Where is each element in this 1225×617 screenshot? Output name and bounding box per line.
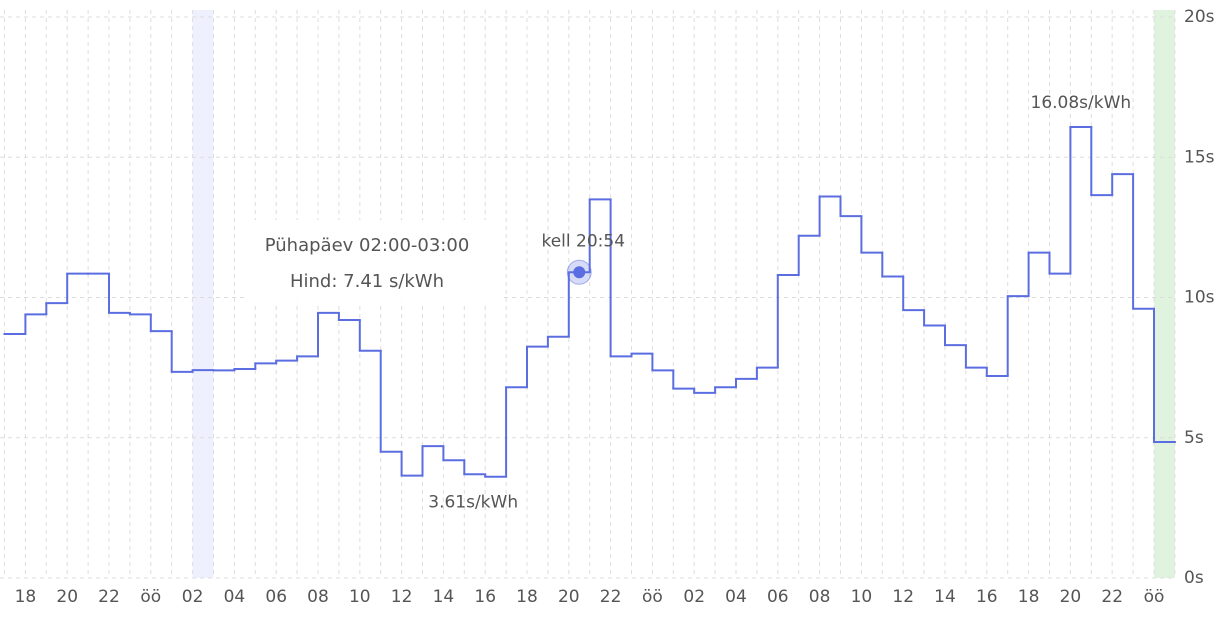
x-tick-label: 14 bbox=[433, 587, 455, 607]
x-tick-label: 18 bbox=[1018, 587, 1040, 607]
x-tick-label: 16 bbox=[474, 587, 496, 607]
x-tick-label: 06 bbox=[767, 587, 789, 607]
marker-label: kell 20:54 bbox=[541, 231, 625, 251]
y-tick-label: 15s bbox=[1184, 147, 1215, 167]
x-tick-label: 02 bbox=[683, 587, 705, 607]
x-tick-label: 08 bbox=[809, 587, 831, 607]
x-tick-label: 08 bbox=[307, 587, 329, 607]
hover-band bbox=[192, 10, 214, 578]
marker bbox=[573, 266, 586, 279]
tooltip-box bbox=[245, 220, 500, 302]
x-tick-label: 04 bbox=[224, 587, 246, 607]
x-tick-label: öö bbox=[140, 587, 161, 607]
x-tick-label: öö bbox=[642, 587, 663, 607]
x-tick-label: 20 bbox=[56, 587, 78, 607]
x-tick-label: 18 bbox=[516, 587, 538, 607]
x-tick-label: 20 bbox=[1060, 587, 1082, 607]
y-tick-label: 0s bbox=[1184, 568, 1204, 588]
y-tick-label: 20s bbox=[1184, 7, 1215, 27]
x-tick-label: 22 bbox=[1101, 587, 1123, 607]
x-tick-label: 12 bbox=[892, 587, 914, 607]
x-tick-label: 06 bbox=[265, 587, 287, 607]
x-tick-label: 02 bbox=[182, 587, 204, 607]
x-tick-label: 20 bbox=[558, 587, 580, 607]
x-tick-label: 10 bbox=[851, 587, 873, 607]
tooltip-title: Pühapäev 02:00-03:00 bbox=[265, 235, 470, 256]
max-label: 16.08s/kWh bbox=[1031, 93, 1132, 113]
x-tick-label: öö bbox=[1144, 587, 1165, 607]
min-label: 3.61s/kWh bbox=[428, 493, 518, 513]
x-tick-label: 10 bbox=[349, 587, 371, 607]
x-tick-label: 22 bbox=[600, 587, 622, 607]
y-tick-label: 5s bbox=[1184, 428, 1204, 448]
highlight-band bbox=[1154, 10, 1175, 578]
tooltip-text: Hind: 7.41 s/kWh bbox=[290, 271, 444, 292]
x-tick-label: 14 bbox=[934, 587, 956, 607]
x-tick-label: 12 bbox=[391, 587, 413, 607]
x-tick-label: 16 bbox=[976, 587, 998, 607]
y-tick-label: 10s bbox=[1184, 288, 1215, 308]
x-tick-label: 18 bbox=[15, 587, 37, 607]
x-tick-label: 22 bbox=[98, 587, 120, 607]
x-tick-label: 04 bbox=[725, 587, 747, 607]
